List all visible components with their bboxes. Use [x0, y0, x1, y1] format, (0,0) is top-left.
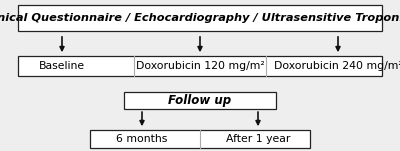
- Text: 6 months: 6 months: [116, 134, 168, 144]
- FancyBboxPatch shape: [18, 5, 382, 31]
- FancyBboxPatch shape: [90, 130, 310, 148]
- Text: Doxorubicin 120 mg/m²: Doxorubicin 120 mg/m²: [136, 61, 264, 71]
- Text: Baseline: Baseline: [39, 61, 85, 71]
- FancyBboxPatch shape: [124, 92, 276, 109]
- Text: Doxorubicin 240 mg/m²: Doxorubicin 240 mg/m²: [274, 61, 400, 71]
- Text: Clinical Questionnaire / Echocardiography / Ultrasensitive Troponin I: Clinical Questionnaire / Echocardiograph…: [0, 13, 400, 23]
- FancyBboxPatch shape: [18, 56, 382, 76]
- Text: Follow up: Follow up: [168, 94, 232, 107]
- Text: After 1 year: After 1 year: [226, 134, 290, 144]
